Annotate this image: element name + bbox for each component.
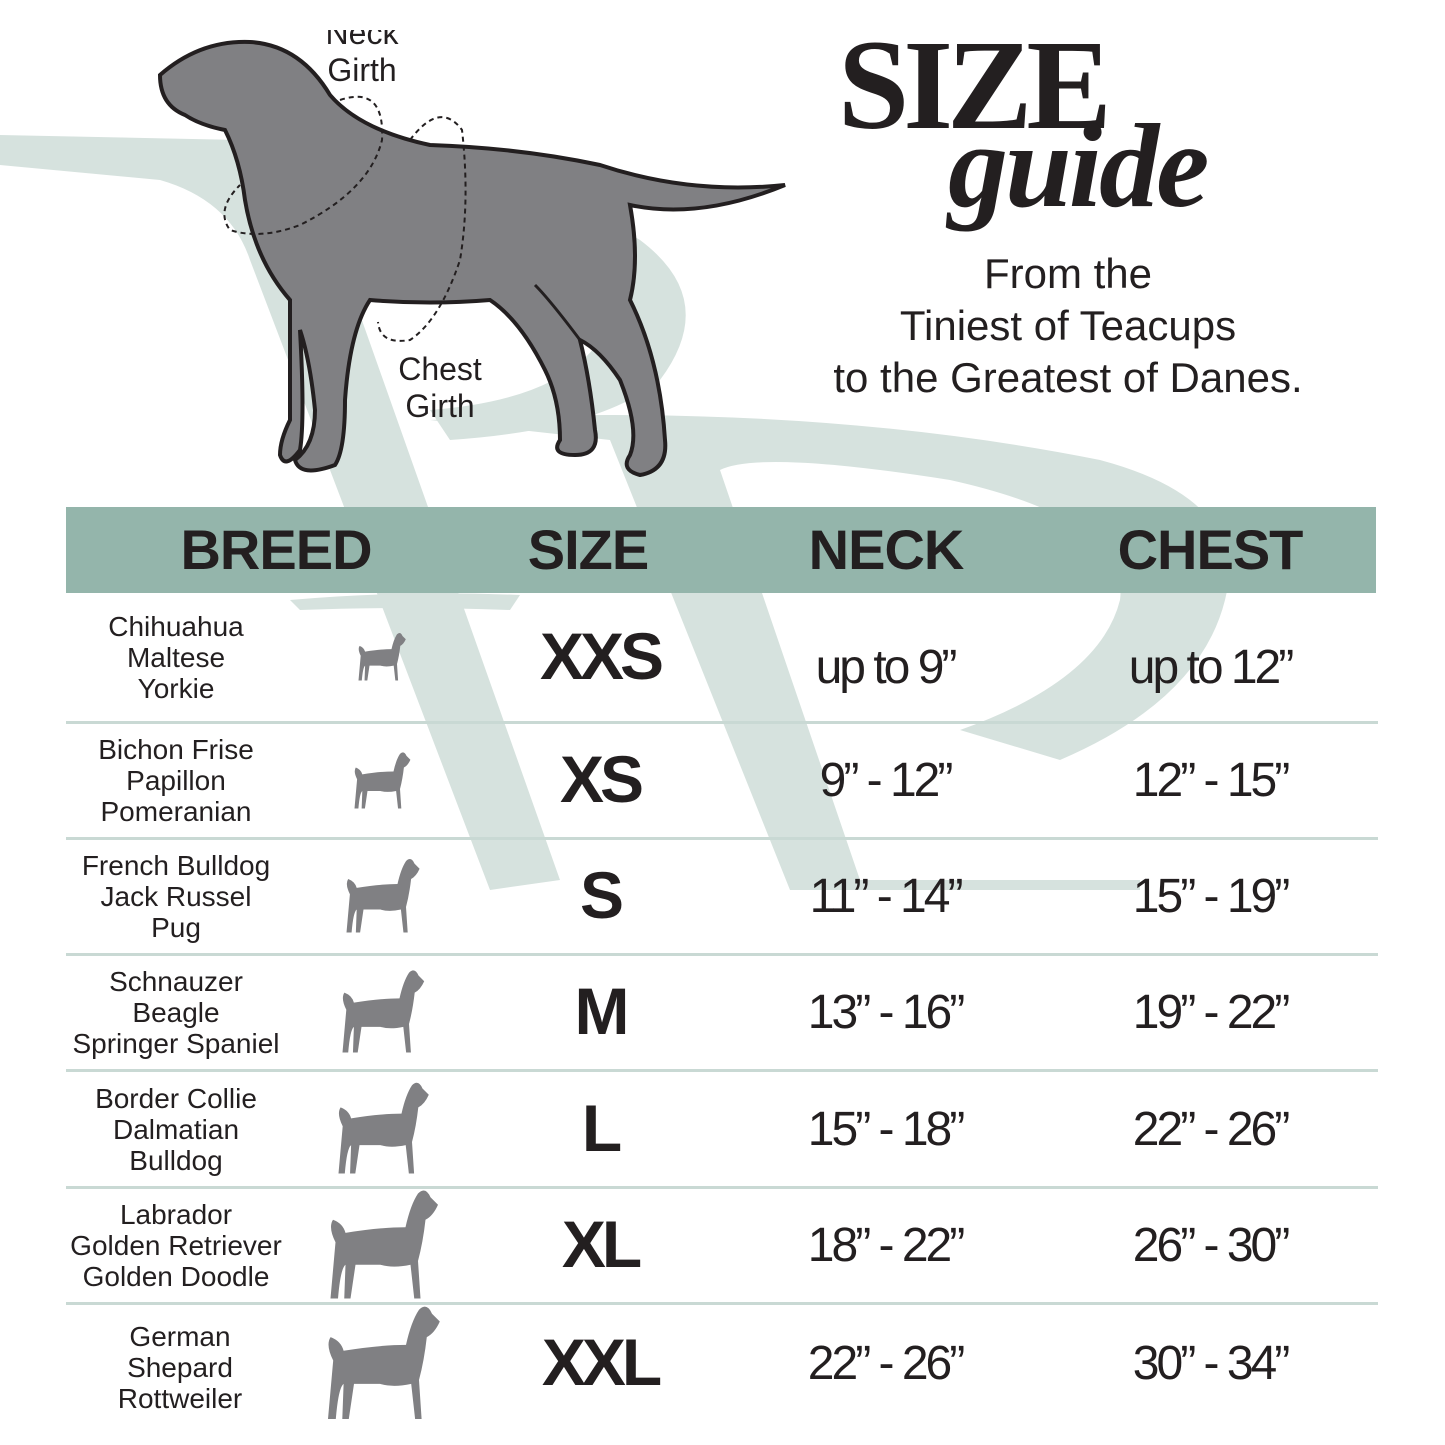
schnauzer-icon [342, 970, 424, 1053]
breed-list: Bichon Frise Papillon Pomeranian [66, 734, 286, 827]
breed-list: Labrador Golden Retriever Golden Doodle [66, 1199, 286, 1292]
neck-value: 15” - 18” [807, 1102, 965, 1156]
breed-name: Pomeranian [100, 796, 252, 827]
breed-name: Bulldog [129, 1144, 223, 1176]
table-row: Labrador Golden Retriever Golden Doodle XL 1… [66, 1189, 1378, 1305]
table-header: BREED SIZE NECK CHEST [66, 507, 1376, 593]
breed-list: French Bulldog Jack Russel Pug [66, 850, 286, 943]
table-row: Chihuahua Maltese Yorkie XXS up to 9” up to 1… [66, 593, 1378, 724]
row-divider [66, 1302, 1378, 1305]
neck-girth-label-1: Neck [326, 30, 400, 51]
neck-value: 9” - 12” [819, 754, 954, 807]
breed-name: French Bulldog [81, 850, 271, 881]
table-row: Border Collie Dalmatian Bulldog L 15” - 18” 2… [66, 1072, 1378, 1189]
neck-value: up to 9” [815, 640, 958, 694]
tagline: From the Tiniest of Teacups to the Great… [790, 248, 1346, 404]
chest-value: 19” - 22” [1132, 986, 1290, 1039]
tagline-line: Tiniest of Teacups [899, 302, 1237, 349]
chihuahua-icon [358, 633, 406, 681]
french-bulldog-icon [346, 859, 420, 933]
table-row: German Shepard Rottweiler XXL 22” - 26” 30” -… [66, 1305, 1378, 1425]
breed-list: Chihuahua Maltese Yorkie [66, 611, 286, 704]
neck-value: 22” - 26” [807, 1337, 965, 1390]
size-value: S [579, 858, 624, 932]
chest-value: 12” - 15” [1132, 754, 1290, 807]
pomeranian-icon [354, 752, 410, 809]
neck-value: 18” - 22” [807, 1219, 965, 1272]
tagline-line: to the Greatest of Danes. [833, 354, 1303, 401]
chest-girth-label-2: Girth [405, 388, 474, 424]
breed-name: Shepard [127, 1352, 233, 1383]
size-value: XXS [539, 618, 664, 693]
chest-value: 15” - 19” [1132, 870, 1290, 923]
breed-name: Golden Retriever [70, 1230, 282, 1261]
breed-name: Border Collie [95, 1082, 257, 1114]
neck-value: 13” - 16” [807, 986, 965, 1039]
header-breed: BREED [180, 518, 372, 581]
breed-name: Springer Spaniel [72, 1028, 280, 1059]
breed-name: Yorkie [137, 672, 215, 704]
german-shepherd-icon [328, 1306, 440, 1419]
header-neck: NECK [808, 518, 965, 581]
dog-measurement-diagram: Neck Girth Chest Girth [157, 30, 786, 478]
chest-value: 22” - 26” [1132, 1102, 1290, 1156]
row-divider [66, 953, 1378, 956]
breed-name: Schnauzer [109, 966, 243, 997]
breed-name: Beagle [132, 997, 220, 1028]
breed-list: Schnauzer Beagle Springer Spaniel [66, 966, 286, 1059]
header-size: SIZE [527, 518, 649, 581]
neck-girth-label-2: Girth [327, 52, 396, 88]
breed-list: Border Collie Dalmatian Bulldog [66, 1083, 286, 1176]
table-row: Bichon Frise Papillon Pomeranian XS 9” - 12”… [66, 724, 1378, 840]
size-value: M [574, 974, 630, 1048]
chest-value: up to 12” [1128, 640, 1294, 694]
chest-value: 26” - 30” [1132, 1219, 1290, 1272]
breed-list: German Shepard Rottweiler [70, 1321, 290, 1414]
breed-name: Maltese [126, 641, 226, 673]
tagline-line: From the [983, 250, 1153, 297]
row-divider [66, 721, 1378, 724]
breed-name: Pug [151, 912, 201, 943]
table-row: Schnauzer Beagle Springer Spaniel M 13” - 16… [66, 956, 1378, 1072]
table-row: French Bulldog Jack Russel Pug S 11” - 14” 15… [66, 840, 1378, 956]
title-guide: guide [948, 99, 1209, 232]
size-value: XL [561, 1207, 642, 1281]
size-value: XXL [541, 1325, 662, 1399]
size-value: L [581, 1090, 622, 1165]
row-divider [66, 837, 1378, 840]
breed-name: Bichon Frise [98, 734, 254, 765]
neck-value: 11” - 14” [809, 870, 964, 923]
breed-name: Rottweiler [117, 1383, 243, 1414]
dog-silhouette [157, 39, 786, 478]
size-value: XS [559, 742, 644, 816]
breed-name: Jack Russel [100, 881, 252, 912]
breed-name: Papillon [126, 765, 226, 796]
chest-value: 30” - 34” [1132, 1337, 1290, 1390]
breed-name: Golden Doodle [82, 1261, 270, 1292]
golden-retriever-icon [330, 1190, 438, 1299]
chest-girth-label-1: Chest [398, 351, 482, 387]
header-chest: CHEST [1117, 518, 1304, 581]
breed-name: Chihuahua [108, 610, 244, 642]
breed-name: Dalmatian [112, 1113, 240, 1145]
border-collie-icon [338, 1082, 429, 1174]
row-divider [66, 1069, 1378, 1072]
breed-name: German [129, 1321, 231, 1352]
title-size: SIZE [838, 14, 1112, 156]
breed-name: Labrador [119, 1199, 233, 1230]
row-divider [66, 1186, 1378, 1189]
